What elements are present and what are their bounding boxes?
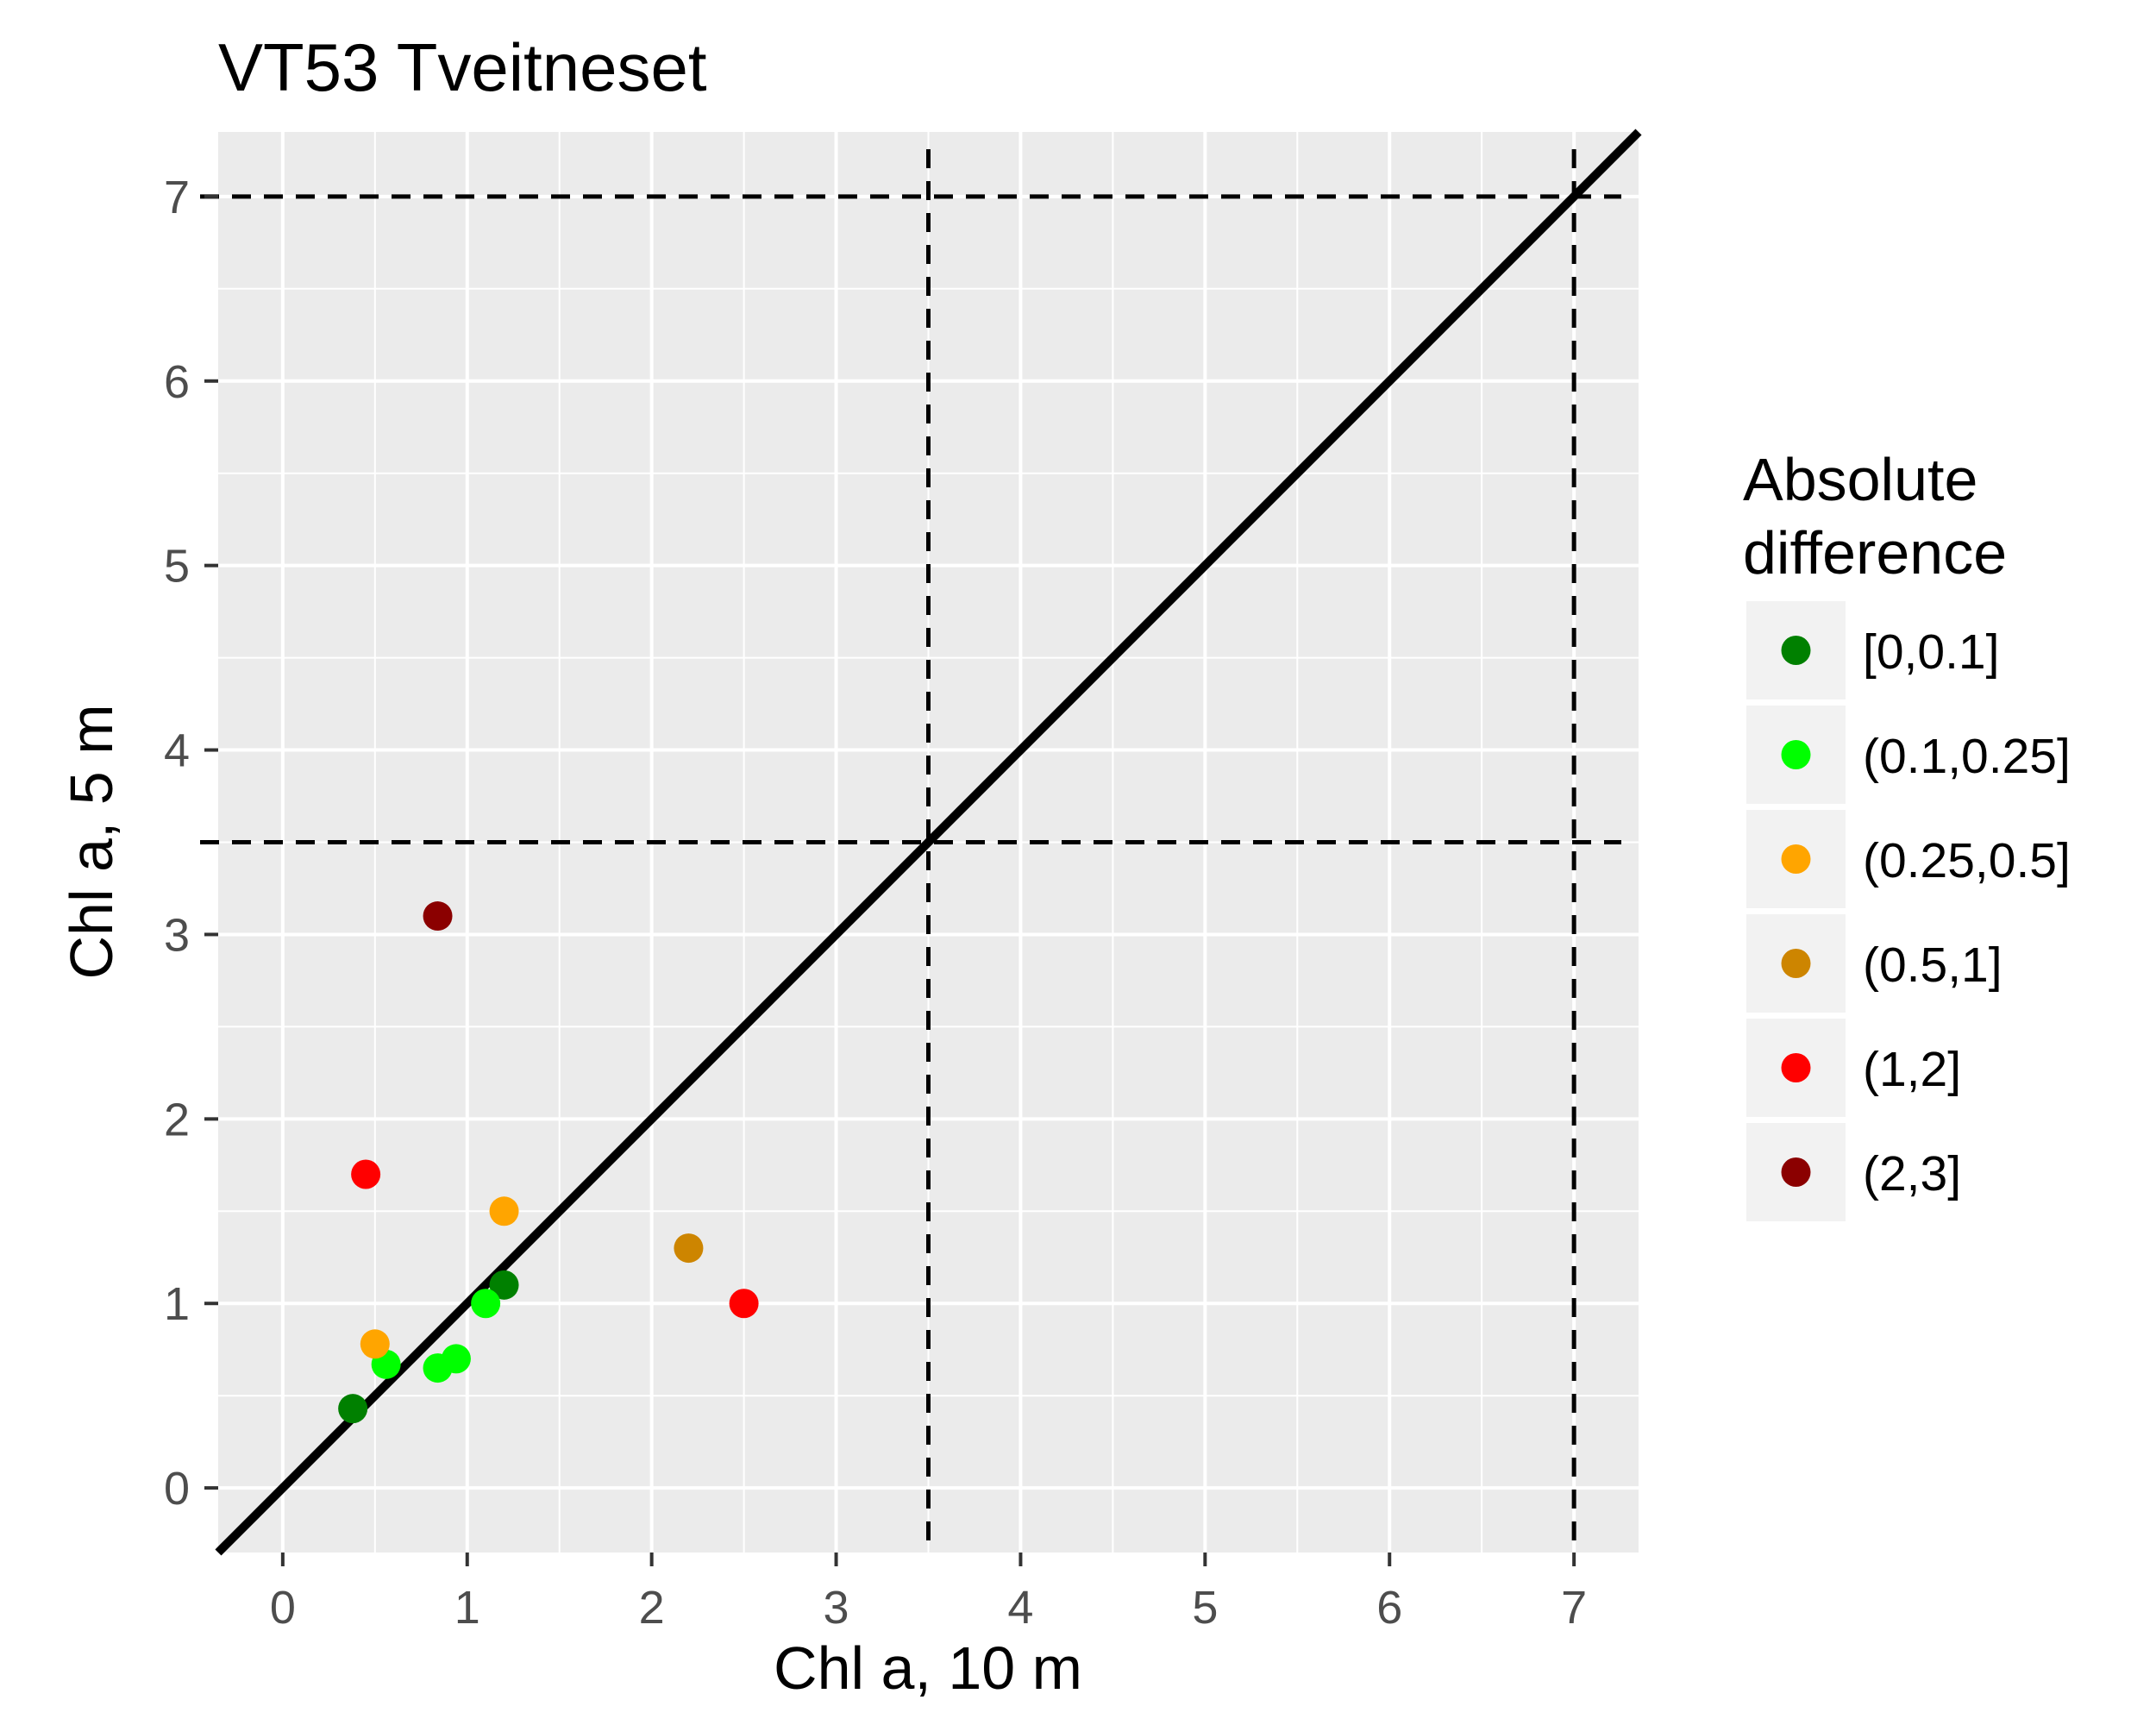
legend-title-line-2: difference [1743,519,2007,586]
chart-title: VT53 Tveitneset [218,29,707,105]
legend-label: (0.25,0.5] [1863,833,2071,888]
legend-label: (0.5,1] [1863,938,2002,993]
legend-marker [1781,949,1811,978]
legend-marker [1781,1157,1811,1187]
data-point [489,1270,519,1300]
legend-items: [0,0.1] (0.1,0.25] (0.25,0.5] (0.5,1] (1,2] (… [1746,601,2071,1221]
y-tick-label: 5 [164,541,190,593]
legend: Absolute difference [0,0.1] (0.1,0.25] (0.… [1743,446,2071,1221]
x-tick-label: 7 [1561,1582,1587,1634]
data-point [489,1196,519,1226]
legend-label: (1,2] [1863,1042,1961,1097]
legend-marker [1781,740,1811,769]
data-point [674,1233,704,1264]
legend-marker [1781,1053,1811,1082]
data-point [471,1289,501,1319]
y-axis: 0 1 2 3 4 5 6 7 [164,172,218,1515]
x-tick-label: 5 [1192,1582,1218,1634]
x-axis: 0 1 2 3 4 5 6 7 [270,1552,1587,1634]
x-tick-label: 6 [1376,1582,1402,1634]
y-tick-label: 7 [164,172,190,223]
legend-label: [0,0.1] [1863,624,1999,680]
data-point [441,1344,471,1374]
identity-line [215,129,1642,1556]
x-tick-label: 0 [270,1582,296,1634]
legend-label: (2,3] [1863,1146,1961,1201]
y-tick-label: 2 [164,1094,190,1145]
x-tick-label: 1 [454,1582,480,1634]
x-tick-label: 3 [824,1582,849,1634]
data-point [338,1394,368,1424]
reference-lines [200,129,1642,1556]
y-tick-label: 1 [164,1278,190,1330]
legend-marker [1781,636,1811,665]
data-point [729,1289,759,1319]
x-axis-title: Chl a, 10 m [774,1634,1082,1702]
data-point [360,1329,390,1359]
y-tick-label: 0 [164,1463,190,1515]
data-point [351,1159,381,1189]
x-tick-label: 2 [639,1582,665,1634]
y-tick-label: 4 [164,725,190,777]
x-tick-label: 4 [1007,1582,1033,1634]
legend-label: (0.1,0.25] [1863,729,2071,784]
legend-title-line-1: Absolute [1743,446,1977,513]
data-point [423,901,453,932]
y-tick-label: 3 [164,909,190,961]
y-tick-label: 6 [164,356,190,408]
legend-marker [1781,844,1811,874]
data-points [338,901,759,1424]
y-axis-title: Chl a, 5 m [58,705,125,980]
